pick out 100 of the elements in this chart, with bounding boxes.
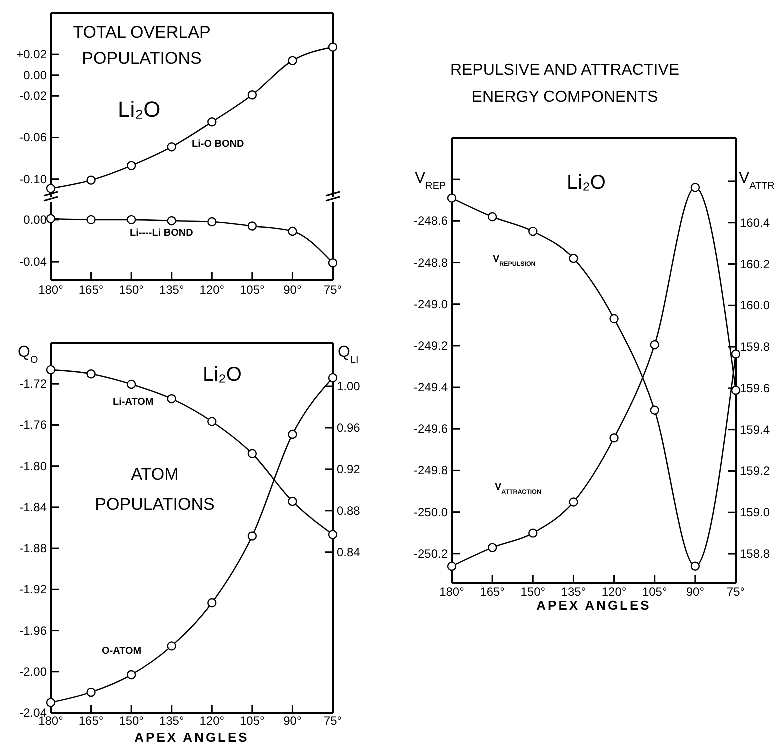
y-tick-label: -249.8: [414, 464, 448, 478]
x-tick-label: 120°: [200, 283, 225, 297]
point: [328, 258, 338, 268]
point: [46, 214, 56, 224]
x-tick-label: 90°: [284, 714, 302, 728]
point: [208, 118, 217, 127]
y-axis-title: Q$_{O}$: [18, 344, 38, 366]
x-tick-label: 180°: [38, 283, 64, 297]
y2-tick-label: 1.00: [337, 380, 361, 394]
point: [690, 562, 700, 571]
annotation: Li₂O: [567, 172, 606, 194]
x-tick-label: 165°: [78, 714, 104, 728]
x-tick-label: 90°: [686, 585, 705, 599]
point: [167, 394, 176, 404]
point: [528, 226, 538, 236]
y-tick-label: -1.88: [20, 542, 48, 556]
x-tick-label: 105°: [240, 283, 266, 297]
y2-tick-label: 158.8: [740, 547, 770, 562]
x-tick-label: 135°: [159, 283, 184, 297]
y-axis-title: V$_{REP}$: [415, 170, 446, 192]
point: [167, 142, 176, 152]
series-label: Li-ATOM: [113, 397, 154, 408]
point: [447, 562, 457, 572]
y-tick-label: -249.0: [414, 297, 448, 312]
point: [288, 430, 298, 440]
x-tick-label: 150°: [119, 283, 144, 297]
y2-tick-label: 160.2: [740, 257, 770, 272]
point: [86, 369, 96, 379]
y-tick-label: -0.02: [20, 89, 48, 104]
y2-tick-label: 0.96: [337, 420, 361, 435]
point: [46, 184, 56, 194]
x-tick-label: 105°: [240, 714, 266, 728]
y2-tick-label: 159.2: [740, 464, 770, 478]
y-tick-label: -248.8: [414, 256, 448, 270]
x-tick-label: 150°: [520, 585, 546, 599]
x-tick-label: 165°: [78, 283, 104, 297]
y2-tick-label: 159.4: [740, 422, 770, 437]
point: [167, 642, 176, 651]
annotation: Li₂O: [118, 97, 161, 122]
y-tick-label: -1.80: [20, 459, 48, 474]
x-tick-label: 90°: [284, 283, 302, 297]
point: [731, 386, 741, 396]
x-tick-label: 150°: [119, 714, 144, 728]
point: [328, 42, 338, 52]
series-label: V$_{REPULSION}$: [493, 254, 536, 268]
point: [690, 183, 700, 192]
point: [528, 528, 538, 538]
point: [126, 215, 136, 225]
annotation: Li₂O: [203, 364, 242, 386]
y-tick-label: -250.2: [414, 546, 448, 561]
chart-title: REPULSIVE AND ATTRACTIVE ENERGY COMPONENTS: [450, 62, 680, 106]
point: [288, 496, 298, 506]
y-tick-label: -249.2: [414, 338, 448, 353]
y-tick-label: -249.6: [414, 422, 448, 436]
y2-tick-label: 159.8: [740, 340, 770, 354]
point: [248, 532, 258, 541]
y2-tick-label: 0.84: [337, 545, 361, 560]
x-tick-label: 75°: [726, 585, 746, 599]
y-tick-label: -0.10: [20, 172, 48, 186]
point: [167, 216, 176, 226]
point: [46, 698, 56, 708]
point: [569, 254, 578, 264]
point: [288, 226, 298, 236]
y-tick-label: -0.04: [20, 255, 48, 270]
point: [208, 598, 217, 608]
point: [46, 365, 56, 375]
point: [208, 217, 217, 227]
point: [650, 406, 660, 416]
text: V$_{ATTRACTION}$: [495, 482, 542, 496]
x-tick-label: 180°: [440, 585, 465, 599]
y2-axis-title: Q$_{LI}$: [338, 344, 359, 366]
point: [610, 434, 619, 443]
y2-tick-label: 160.0: [740, 298, 770, 313]
point: [328, 530, 338, 540]
point: [610, 314, 619, 324]
point: [650, 340, 660, 350]
x-tick-label: 135°: [561, 585, 586, 599]
point: [248, 90, 258, 100]
point: [447, 194, 457, 203]
x-tick-label: 120°: [200, 714, 225, 728]
point: [86, 688, 96, 698]
point: [569, 498, 578, 507]
y-tick-label: -1.96: [20, 624, 48, 638]
point: [288, 56, 298, 66]
point: [208, 417, 217, 426]
point: [86, 176, 96, 185]
series-label: Li----Li BOND: [130, 228, 194, 239]
point: [86, 215, 96, 225]
y2-axis-title: V$_{ATTR}$: [739, 170, 775, 192]
point: [488, 212, 498, 222]
y-tick-label: -2.00: [20, 664, 48, 679]
point: [248, 449, 258, 458]
x-axis-title: APEX ANGLES: [536, 598, 652, 613]
y-tick-label: -1.84: [20, 500, 48, 514]
point: [488, 543, 498, 552]
y-tick-label: -250.0: [414, 505, 448, 520]
y-tick-label: -1.76: [20, 418, 48, 432]
x-axis-title: APEX ANGLES: [134, 730, 250, 745]
x-tick-label: 75°: [324, 714, 342, 728]
x-tick-label: 135°: [159, 714, 184, 728]
